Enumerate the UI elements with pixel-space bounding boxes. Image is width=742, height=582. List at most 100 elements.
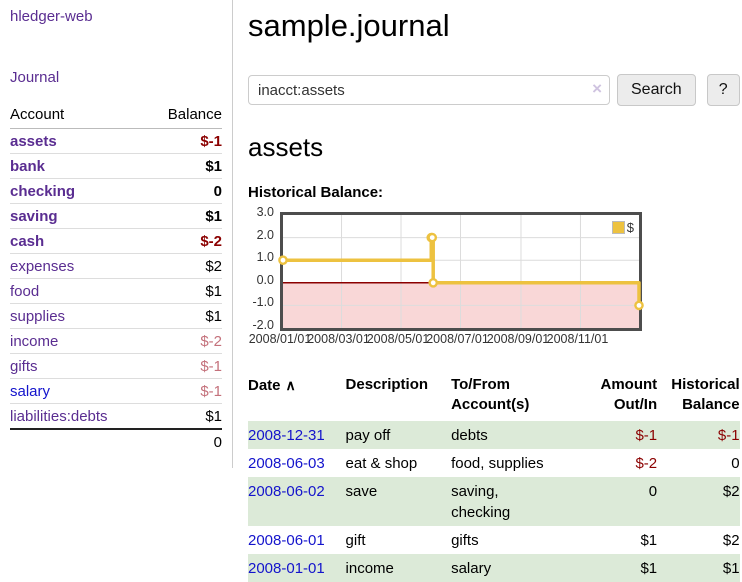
account-link-supplies[interactable]: supplies (10, 308, 66, 325)
accounts-col-balance: Balance (146, 102, 222, 129)
account-link-bank[interactable]: bank (10, 158, 46, 175)
legend-label: $ (626, 220, 634, 235)
account-link-food[interactable]: food (10, 283, 40, 300)
account-balance: $1 (146, 278, 222, 304)
transaction-description: save (345, 483, 378, 500)
transaction-description: eat & shop (345, 455, 418, 472)
transaction-description: income (345, 560, 394, 577)
transaction-description: pay off (345, 427, 391, 444)
account-row: assets $-1 (10, 128, 222, 154)
page-title: sample.journal (248, 8, 450, 43)
search-button[interactable]: Search (617, 74, 696, 106)
account-link-gifts[interactable]: gifts (10, 358, 38, 375)
account-row: saving $1 (10, 203, 222, 229)
account-row: cash $-2 (10, 228, 222, 254)
y-tick-label: -2.0 (252, 318, 274, 332)
y-tick-label: 0.0 (256, 272, 274, 287)
account-link-saving[interactable]: saving (10, 208, 58, 225)
y-tick-label: 2.0 (256, 227, 274, 242)
column-header-balance: Historical Balance (671, 376, 740, 413)
transaction-description: gift (345, 532, 366, 549)
transaction-date-link[interactable]: 2008-06-03 (248, 455, 325, 472)
transaction-balance: $2 (722, 483, 740, 500)
x-tick-label: 2008/07/01 (426, 332, 489, 346)
register-row: 2008-12-31 pay off debts $-1 $-1 (248, 421, 740, 449)
accounts-col-account: Account (10, 102, 147, 129)
historical-balance-chart: 3.0 2.0 1.0 0.0 -1.0 -2.0 $ 2008/01/01 2008/03… (248, 205, 740, 348)
account-balance: $-1 (146, 378, 222, 404)
search-form: × Search ? (248, 74, 740, 106)
transaction-date-link[interactable]: 2008-01-01 (248, 560, 325, 577)
accounts-table: Account Balance assets $-1 bank $1 check… (10, 102, 222, 454)
transaction-accounts: gifts (451, 532, 479, 549)
account-balance: $1 (146, 403, 222, 430)
account-row: salary $-1 (10, 378, 222, 404)
x-tick-label: 2008/01/01 (248, 332, 312, 346)
historical-balance-label: Historical Balance: (248, 184, 384, 201)
account-link-assets[interactable]: assets (10, 133, 57, 150)
main-content: sample.journal × Search ? assets Histori… (233, 0, 742, 582)
transaction-amount: $-1 (635, 427, 658, 444)
accounts-total: 0 (146, 428, 222, 454)
search-help-button[interactable]: ? (706, 74, 740, 106)
account-link-salary[interactable]: salary (10, 383, 51, 400)
column-header-date[interactable]: Date ∧ (248, 377, 296, 394)
accounts-total-row: 0 (10, 428, 222, 454)
account-link-liabilities-debts[interactable]: liabilities:debts (10, 408, 108, 425)
account-balance: $-2 (146, 228, 222, 254)
account-row: supplies $1 (10, 303, 222, 329)
sidebar-item-journal[interactable]: Journal (10, 69, 60, 86)
account-row: bank $1 (10, 153, 222, 179)
account-row: gifts $-1 (10, 353, 222, 379)
search-input[interactable] (248, 75, 610, 105)
x-tick-label: 2008/09/01 (486, 332, 550, 346)
transaction-accounts: salary (451, 560, 492, 577)
transaction-balance: $2 (722, 532, 740, 549)
y-tick-label: -1.0 (252, 295, 274, 310)
column-header-description: Description (345, 376, 429, 393)
transaction-balance: $1 (722, 560, 740, 577)
account-row: checking 0 (10, 178, 222, 204)
account-balance: $-1 (146, 128, 222, 154)
register-row: 2008-01-01 income salary $1 $1 (248, 554, 740, 582)
y-tick-label: 3.0 (256, 205, 274, 219)
account-row: income $-2 (10, 328, 222, 354)
register-row: 2008-06-03 eat & shop food, supplies $-2… (248, 449, 740, 477)
account-heading: assets (248, 132, 324, 162)
sidebar: hledger-web Journal Account Balance asse… (0, 0, 233, 468)
account-balance: 0 (146, 178, 222, 204)
chart-plot-area: $ (278, 212, 644, 331)
account-link-expenses[interactable]: expenses (10, 258, 75, 275)
clear-search-icon[interactable]: × (592, 79, 602, 98)
x-tick-label: 2008/03/01 (307, 332, 370, 346)
brand-link[interactable]: hledger-web (10, 8, 93, 25)
account-link-checking[interactable]: checking (10, 183, 76, 200)
chart-y-axis-labels: 3.0 2.0 1.0 0.0 -1.0 -2.0 (248, 205, 276, 332)
x-tick-label: 2008/05/01 (366, 332, 430, 346)
transaction-date-link[interactable]: 2008-06-02 (248, 483, 325, 500)
transaction-amount: $-2 (635, 455, 658, 472)
transaction-amount: $1 (640, 560, 658, 577)
transaction-accounts: food, supplies (451, 455, 544, 472)
register-table: Date ∧ Description To/From Account(s) Amo… (248, 373, 740, 582)
transaction-date-link[interactable]: 2008-06-01 (248, 532, 325, 549)
account-balance: $-2 (146, 328, 222, 354)
register-row: 2008-06-01 gift gifts $1 $2 (248, 526, 740, 554)
transaction-balance: $-1 (717, 427, 740, 444)
transaction-balance: 0 (731, 455, 740, 472)
y-tick-label: 1.0 (256, 250, 274, 265)
chart-x-axis-labels: 2008/01/01 2008/03/01 2008/05/01 2008/07/01… (249, 332, 642, 348)
account-balance: $1 (146, 153, 222, 179)
account-row: expenses $2 (10, 253, 222, 279)
account-link-income[interactable]: income (10, 333, 59, 350)
column-header-accounts: To/From Account(s) (451, 376, 530, 413)
account-balance: $2 (146, 253, 222, 279)
account-balance: $-1 (146, 353, 222, 379)
transaction-date-link[interactable]: 2008-12-31 (248, 427, 325, 444)
transaction-amount: 0 (648, 483, 658, 500)
account-link-cash[interactable]: cash (10, 233, 45, 250)
account-balance: $1 (146, 203, 222, 229)
x-tick-label: 2008/11/01 (546, 332, 609, 346)
account-row: liabilities:debts $1 (10, 403, 222, 430)
